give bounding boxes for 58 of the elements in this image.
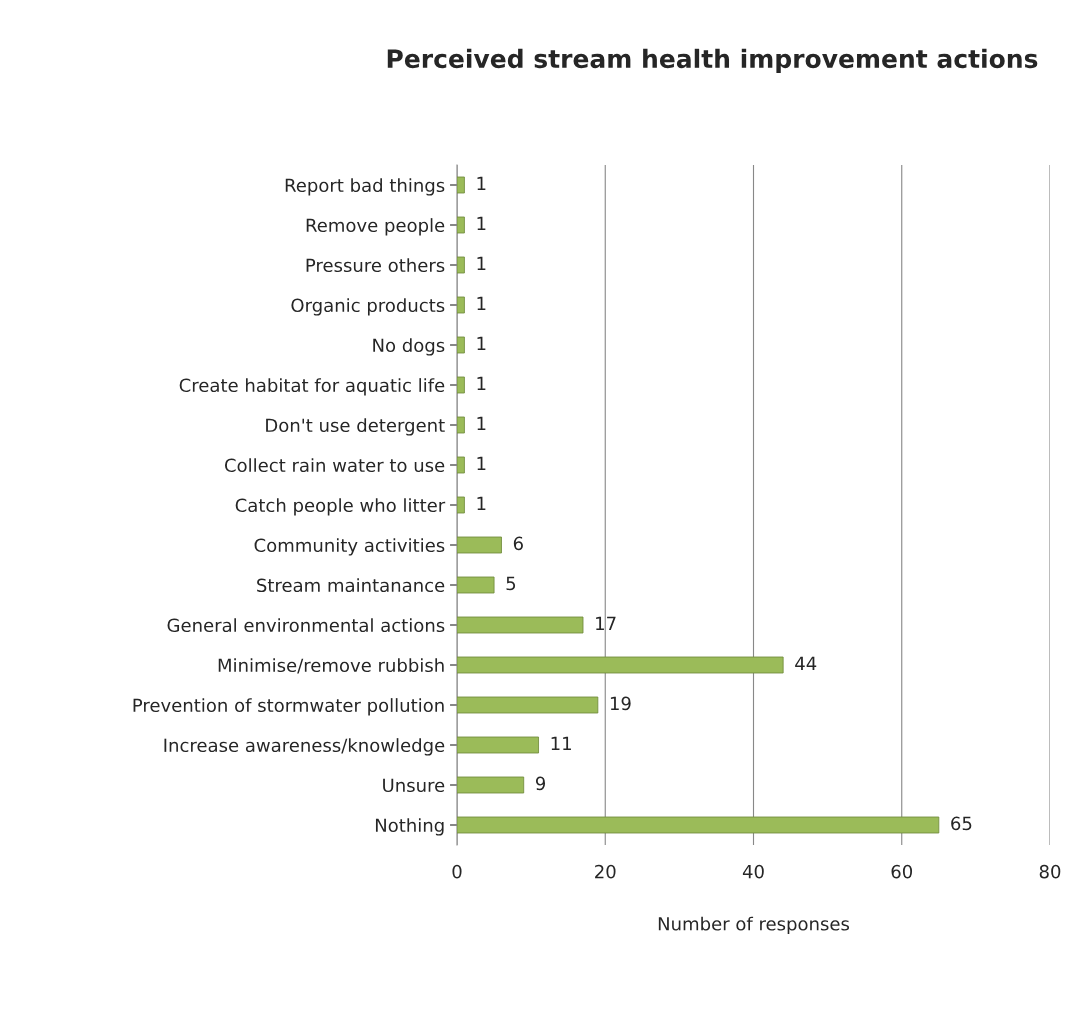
bar <box>457 416 465 434</box>
bar <box>457 456 465 474</box>
x-tick-label: 20 <box>595 864 616 879</box>
y-tick-label: Don't use detergent <box>266 418 445 436</box>
bar <box>457 736 539 754</box>
data-label: 1 <box>477 256 486 270</box>
y-tick-label: Remove people <box>306 218 445 236</box>
bar <box>457 656 784 674</box>
bar <box>457 496 465 514</box>
data-label: 1 <box>477 216 486 230</box>
x-axis-title: Number of responses <box>658 916 850 935</box>
y-tick-label: Pressure others <box>306 258 445 273</box>
bar <box>457 816 940 834</box>
y-tick-label: Increase awareness/knowledge <box>164 738 445 756</box>
x-tick-label: 80 <box>1039 864 1061 879</box>
y-tick-label: Stream maintanance <box>257 578 445 593</box>
x-tick-label: 60 <box>891 864 913 879</box>
bar <box>457 576 495 594</box>
bar <box>457 776 525 794</box>
y-tick-label: Minimise/remove rubbish <box>218 658 444 674</box>
data-label: 1 <box>477 456 486 470</box>
y-tick-label: Community activities <box>254 538 445 556</box>
data-label: 19 <box>610 696 631 711</box>
y-tick-label: Prevention of stormwater pollution <box>133 698 444 716</box>
data-label: 1 <box>477 336 486 350</box>
chart-title: Perceived stream health improvement actions <box>387 48 1038 73</box>
data-label: 1 <box>477 296 486 310</box>
y-tick-label: Nothing <box>375 818 444 836</box>
y-tick-label: No dogs <box>373 338 445 356</box>
data-label: 17 <box>596 616 616 630</box>
y-tick-label: Catch people who litter <box>235 498 446 516</box>
data-label: 1 <box>477 376 486 390</box>
y-tick-label: Unsure <box>383 778 445 793</box>
data-label: 1 <box>477 416 486 430</box>
y-tick-label: Collect rain water to use <box>224 458 445 473</box>
bar <box>457 536 502 554</box>
y-tick-label: Create habitat for aquatic life <box>179 378 445 396</box>
y-tick-label: General environmental actions <box>167 618 445 633</box>
bar <box>457 176 465 194</box>
bar <box>457 376 465 394</box>
bar <box>457 336 465 354</box>
bar <box>457 696 599 714</box>
y-tick-label: Report bad things <box>285 178 445 196</box>
y-tick-label: Organic products <box>291 298 445 316</box>
bar <box>457 296 465 314</box>
data-label: 6 <box>513 536 523 551</box>
data-label: 1 <box>477 176 486 190</box>
data-label: 9 <box>535 776 546 791</box>
data-label: 5 <box>506 576 516 591</box>
bar <box>457 216 465 234</box>
data-label: 65 <box>951 816 972 831</box>
data-label: 1 <box>477 496 486 510</box>
bar <box>457 616 584 634</box>
bar <box>457 256 465 274</box>
x-tick-label: 40 <box>742 864 764 879</box>
data-label: 44 <box>795 656 817 670</box>
x-tick-label: 0 <box>452 864 462 879</box>
data-label: 11 <box>551 736 571 750</box>
